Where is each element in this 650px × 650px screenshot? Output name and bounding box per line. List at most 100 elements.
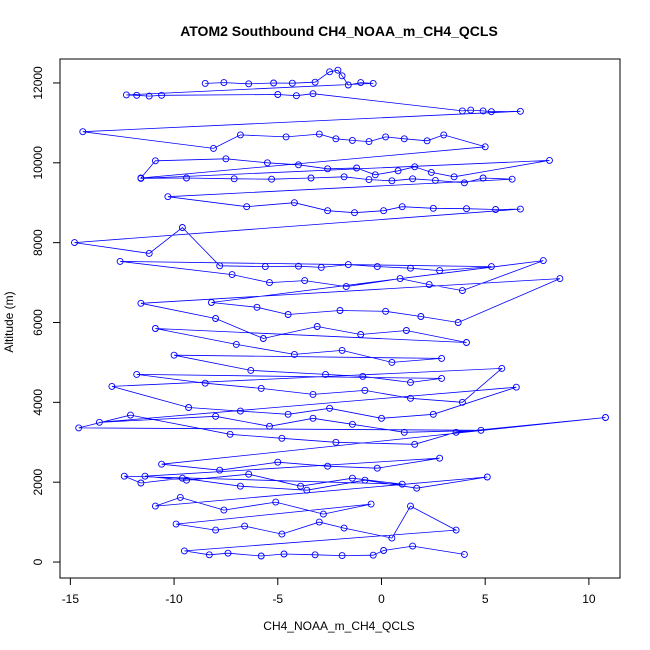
x-tick-label: 10 <box>582 592 596 606</box>
x-axis-label: CH4_NOAA_m_CH4_QCLS <box>263 619 414 633</box>
data-point <box>133 91 141 99</box>
data-point <box>546 156 553 164</box>
data-point <box>324 165 332 173</box>
data-point <box>212 526 220 534</box>
data-point <box>266 422 273 430</box>
data-point <box>351 209 358 217</box>
data-point <box>315 130 323 138</box>
data-point <box>467 106 475 114</box>
data-point <box>336 307 344 314</box>
data-point <box>516 107 524 115</box>
data-point <box>295 161 302 169</box>
data-point <box>309 390 317 398</box>
data-point <box>311 551 319 559</box>
x-tick-label: -10 <box>165 592 183 606</box>
x-tick-label: 0 <box>378 592 385 606</box>
data-point <box>282 133 290 141</box>
data-point <box>170 351 178 359</box>
data-point <box>322 370 329 378</box>
data-point <box>539 257 547 265</box>
data-point <box>409 175 417 183</box>
data-point <box>454 319 462 326</box>
data-point <box>340 173 348 181</box>
data-point <box>216 262 224 270</box>
data-point <box>266 279 273 287</box>
data-point <box>290 350 298 358</box>
plot-frame <box>59 58 621 579</box>
data-point <box>431 176 439 184</box>
data-point <box>205 551 213 559</box>
data-point <box>303 486 311 494</box>
data-point <box>481 143 489 151</box>
data-point <box>407 378 414 386</box>
y-tick-label: 4000 <box>31 389 45 416</box>
data-point <box>236 407 244 415</box>
data-point <box>324 207 332 215</box>
y-tick-label: 10000 <box>31 146 45 180</box>
data-point <box>176 493 184 501</box>
data-point <box>201 79 209 87</box>
data-point <box>369 551 377 559</box>
data-point <box>398 203 406 211</box>
data-point <box>326 404 334 412</box>
data-point <box>452 428 460 436</box>
data-point <box>357 331 365 338</box>
data-point <box>498 364 506 372</box>
data-point <box>411 440 419 448</box>
data-point <box>429 204 437 212</box>
data-point <box>137 299 145 307</box>
data-point <box>151 157 159 165</box>
data-point <box>243 203 251 211</box>
data-point <box>178 474 186 482</box>
data-point <box>382 307 390 315</box>
data-point <box>164 193 172 201</box>
data-point <box>427 168 435 176</box>
data-point <box>332 135 340 143</box>
data-point <box>261 263 269 271</box>
data-point <box>210 144 217 152</box>
data-point <box>361 476 369 484</box>
data-point <box>288 79 296 87</box>
data-point <box>284 311 292 318</box>
data-point <box>259 335 267 342</box>
data-point <box>458 107 466 115</box>
data-point <box>122 91 130 99</box>
data-point <box>278 530 286 538</box>
data-point <box>463 339 470 346</box>
data-point <box>388 177 396 185</box>
data-point <box>315 518 323 526</box>
chart-title: ATOM2 Southbound CH4_NOAA_m_CH4_QCLS <box>180 23 498 39</box>
data-point <box>440 131 448 139</box>
data-point <box>95 418 103 426</box>
data-point <box>388 534 396 542</box>
data-point <box>348 136 356 144</box>
plot-area: -15 -10 -5 0 5 10 0 2000 4000 6000 8000 10000 12000 <box>31 58 621 606</box>
data-point <box>394 167 402 175</box>
data-point <box>483 473 491 481</box>
data-point <box>284 410 292 418</box>
data-point <box>460 550 468 558</box>
data-point <box>411 163 419 171</box>
data-point <box>172 520 180 528</box>
data-point <box>230 175 238 183</box>
data-point <box>344 261 352 269</box>
data-point <box>371 171 379 179</box>
data-point <box>228 271 236 279</box>
data-point <box>492 206 500 213</box>
data-point <box>141 472 149 480</box>
data-point <box>602 414 609 421</box>
data-point <box>508 175 516 183</box>
data-point <box>145 92 153 100</box>
data-point <box>326 68 334 76</box>
data-point <box>133 370 141 378</box>
y-tick-label: 0 <box>31 558 45 565</box>
data-point <box>436 267 444 275</box>
data-point <box>247 366 255 374</box>
data-point <box>297 482 305 490</box>
data-point <box>353 164 361 172</box>
series-line <box>74 69 606 557</box>
data-point <box>257 384 265 392</box>
data-point <box>367 500 375 508</box>
data-point <box>71 239 78 247</box>
